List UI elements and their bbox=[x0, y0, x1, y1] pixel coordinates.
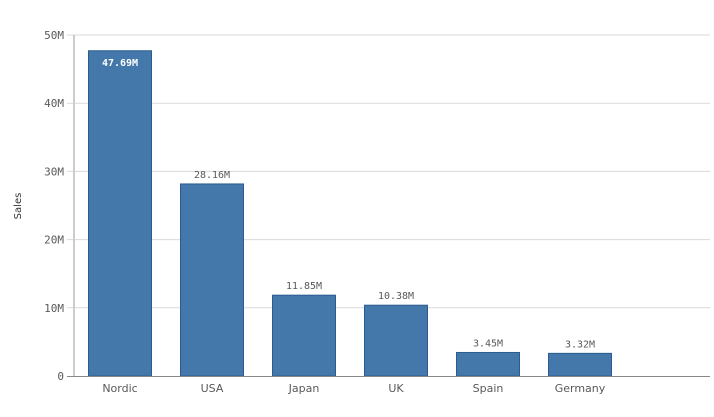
data-label: 47.69M bbox=[102, 58, 138, 69]
x-tick-label: Spain bbox=[473, 382, 504, 395]
data-label: 11.85M bbox=[286, 281, 322, 292]
y-tick-label: 40M bbox=[44, 97, 64, 110]
y-tick-label: 30M bbox=[44, 165, 64, 178]
x-tick-label: Germany bbox=[555, 382, 606, 395]
y-tick-label: 20M bbox=[44, 234, 64, 247]
x-tick-label: Japan bbox=[288, 382, 320, 395]
data-label: 3.32M bbox=[565, 339, 595, 350]
bar-nordic[interactable] bbox=[88, 50, 152, 377]
data-label: 10.38M bbox=[378, 291, 414, 302]
data-label: 3.45M bbox=[473, 338, 503, 349]
x-tick-label: USA bbox=[201, 382, 224, 395]
y-tick-label: 0 bbox=[57, 370, 64, 383]
x-tick-label: Nordic bbox=[102, 382, 137, 395]
x-tick-label: UK bbox=[388, 382, 404, 395]
bar-spain[interactable] bbox=[456, 351, 520, 377]
data-label: 28.16M bbox=[194, 170, 230, 181]
bar-japan[interactable] bbox=[272, 294, 336, 377]
y-tick-label: 50M bbox=[44, 29, 64, 42]
bar-germany[interactable] bbox=[548, 352, 612, 377]
y-tick-label: 10M bbox=[44, 302, 64, 315]
bar-usa[interactable] bbox=[180, 183, 244, 377]
y-axis-label: Sales bbox=[13, 193, 24, 220]
bar-uk[interactable] bbox=[364, 304, 428, 377]
